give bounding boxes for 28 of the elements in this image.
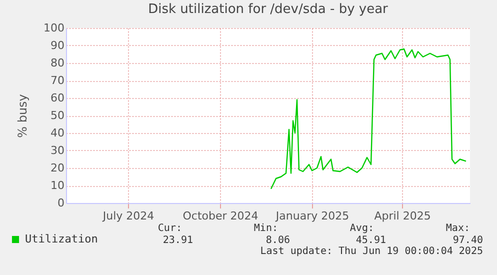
x-tick-label: January 2025 <box>274 210 350 222</box>
y-tick-label: 70 <box>50 74 64 87</box>
text: 23.91 <box>162 235 193 246</box>
y-tick-label: 100 <box>44 22 64 34</box>
x-tick-label: July 2024 <box>102 210 154 222</box>
x-tick-label: April 2025 <box>374 210 431 222</box>
y-tick-label: 10 <box>50 179 64 192</box>
text: Avg: <box>350 223 374 234</box>
chart-title: Disk utilization for /dev/sda - by year <box>148 2 389 17</box>
x-tick-label: October 2024 <box>182 210 258 222</box>
y-tick-label: 0 <box>58 196 64 210</box>
y-tick-label: 40 <box>50 126 64 140</box>
line-series <box>270 48 467 190</box>
y-tick-label: 60 <box>50 92 64 104</box>
y-tick-label: 90 <box>50 39 64 52</box>
y-tick-label: 30 <box>50 144 64 157</box>
text: Max: <box>446 223 470 234</box>
y-tick-label: 20 <box>50 162 64 174</box>
text: Cur: <box>158 223 182 234</box>
legend-label: Utilization <box>25 232 98 246</box>
y-tick-label: 80 <box>50 56 64 70</box>
text: 97.40 <box>452 235 483 246</box>
y-tick-label: 50 <box>50 109 64 122</box>
text: Last update: Thu Jun 19 00:00:04 2025 <box>260 246 483 257</box>
text: 8.06 <box>266 235 290 246</box>
text: 45.91 <box>356 235 386 246</box>
y-axis-title: % busy <box>16 94 30 138</box>
text: Min: <box>254 223 278 234</box>
